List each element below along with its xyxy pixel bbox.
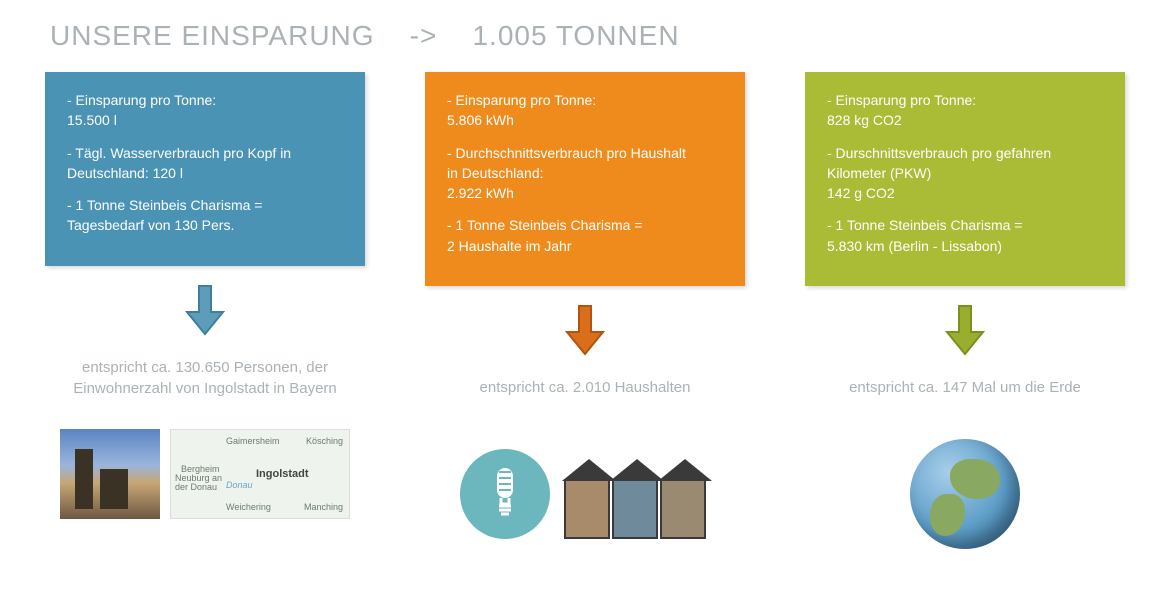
house-icon [564, 479, 610, 539]
caption-energy: entspricht ca. 2.010 Haushalten [480, 377, 691, 421]
info-card-energy: - Einsparung pro Tonne: 5.806 kWh - Durc… [425, 72, 745, 286]
column-water: - Einsparung pro Tonne: 15.500 l - Tägl.… [45, 72, 365, 549]
bullet: - Einsparung pro Tonne: 828 kg CO2 [821, 90, 1109, 131]
column-co2: - Einsparung pro Tonne: 828 kg CO2 - Dur… [805, 72, 1125, 549]
illustration-co2 [910, 439, 1020, 549]
header-right: 1.005 TONNEN [472, 20, 679, 51]
arrow-down-icon [183, 284, 227, 343]
arrow-down-icon [563, 304, 607, 363]
columns: - Einsparung pro Tonne: 15.500 l - Tägl.… [40, 72, 1130, 549]
page-title: UNSERE EINSPARUNG -> 1.005 TONNEN [50, 20, 1130, 52]
house-icon [612, 479, 658, 539]
info-card-co2: - Einsparung pro Tonne: 828 kg CO2 - Dur… [805, 72, 1125, 286]
header-arrow: -> [410, 20, 438, 51]
caption-water: entspricht ca. 130.650 Personen, der Ein… [45, 357, 365, 401]
bullet: - Einsparung pro Tonne: 15.500 l [61, 90, 349, 131]
bullet: - Durchschnittsverbrauch pro Haushalt in… [441, 143, 729, 204]
arrow-down-icon [943, 304, 987, 363]
bullet: - Durschnittsverbrauch pro gefahren Kilo… [821, 143, 1109, 204]
houses-icon [560, 449, 710, 539]
city-photo-icon [60, 429, 160, 519]
info-card-water: - Einsparung pro Tonne: 15.500 l - Tägl.… [45, 72, 365, 266]
bullet: - 1 Tonne Steinbeis Charisma = 5.830 km … [821, 215, 1109, 256]
illustration-energy [460, 439, 710, 549]
house-icon [660, 479, 706, 539]
caption-co2: entspricht ca. 147 Mal um die Erde [849, 377, 1081, 421]
header-left: UNSERE EINSPARUNG [50, 20, 375, 51]
illustration-water: Gaimersheim Kösching Bergheim Ingolstadt… [60, 419, 350, 529]
map-icon: Gaimersheim Kösching Bergheim Ingolstadt… [170, 429, 350, 519]
bullet: - 1 Tonne Steinbeis Charisma = 2 Haushal… [441, 215, 729, 256]
bullet: - Einsparung pro Tonne: 5.806 kWh [441, 90, 729, 131]
lightbulb-icon [460, 449, 550, 539]
globe-icon [910, 439, 1020, 549]
bullet: - 1 Tonne Steinbeis Charisma = Tagesbeda… [61, 195, 349, 236]
bullet: - Tägl. Wasserverbrauch pro Kopf in Deut… [61, 143, 349, 184]
arrow-path [187, 286, 223, 334]
column-energy: - Einsparung pro Tonne: 5.806 kWh - Durc… [425, 72, 745, 549]
